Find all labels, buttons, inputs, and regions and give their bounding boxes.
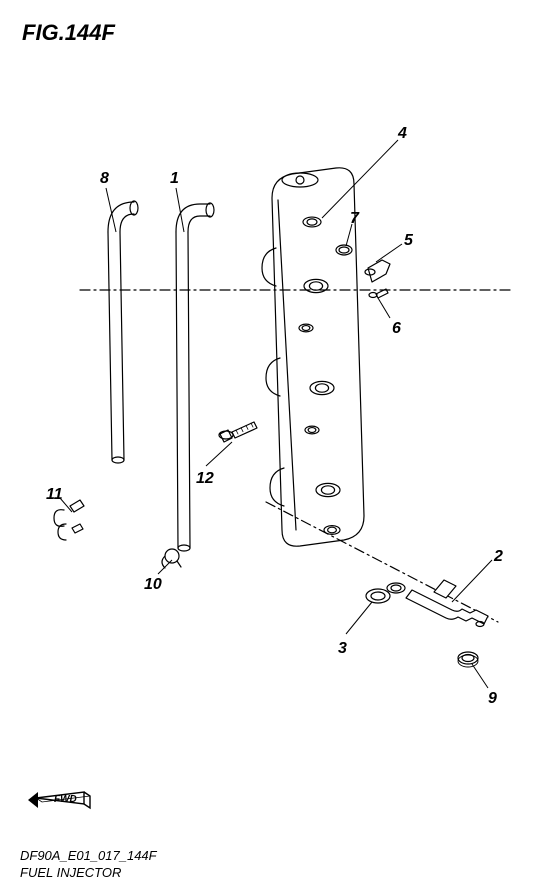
footer-code: DF90A_E01_017_144F (20, 848, 157, 865)
callout-10: 10 (144, 576, 162, 594)
fwd-label: FWD (54, 794, 77, 805)
callout-5: 5 (404, 232, 413, 250)
callout-1: 1 (170, 170, 179, 188)
callout-8: 8 (100, 170, 109, 188)
callout-7: 7 (350, 210, 359, 228)
fwd-arrow-icon: FWD (24, 782, 94, 823)
parts-diagram (0, 0, 560, 888)
callout-12: 12 (196, 470, 214, 488)
callout-6: 6 (392, 320, 401, 338)
figure-title: FIG.144F (22, 20, 115, 46)
callout-9: 9 (488, 690, 497, 708)
callout-2: 2 (494, 548, 503, 566)
callout-4: 4 (398, 125, 407, 143)
callout-3: 3 (338, 640, 347, 658)
footer-name: FUEL INJECTOR (20, 865, 157, 882)
figure-footer: DF90A_E01_017_144F FUEL INJECTOR (20, 848, 157, 882)
callout-11: 11 (46, 486, 63, 504)
